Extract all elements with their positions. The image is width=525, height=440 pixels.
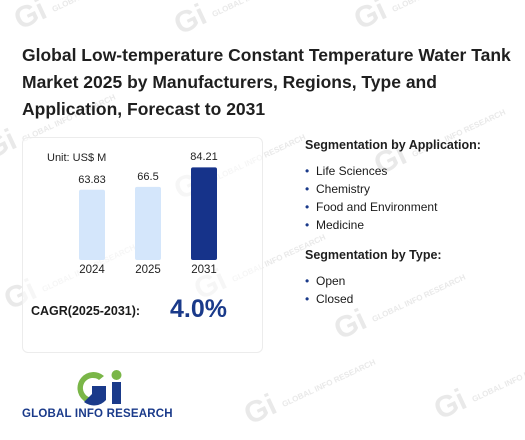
cagr-label: CAGR(2025-2031): — [31, 304, 141, 318]
bar-2024 — [79, 189, 105, 260]
unit-label: Unit: US$ M — [47, 152, 107, 164]
list-item: Closed — [305, 290, 515, 308]
type-segmentation-title: Segmentation by Type: — [305, 248, 442, 262]
watermark-gi-mark: Gi — [429, 383, 472, 426]
watermark-text: GLOBAL INFO RESEARCH — [51, 0, 148, 14]
bar-chart — [79, 167, 217, 260]
bar-2031 — [191, 167, 217, 260]
bar-value-label: 84.21 — [190, 151, 218, 164]
bar-2025 — [135, 186, 161, 260]
watermark-gi-mark: Gi — [349, 0, 392, 36]
list-item: Food and Environment — [305, 198, 515, 216]
type-list: Open Closed — [305, 272, 515, 308]
watermark-gi-mark: Gi — [169, 0, 212, 41]
watermark-gi-mark: Gi — [9, 0, 52, 36]
watermark-text: GLOBAL INFO RESEARCH — [471, 353, 525, 404]
watermark-text: GLOBAL INFO RESEARCH — [211, 0, 308, 19]
bar-category-label: 2025 — [135, 264, 161, 276]
application-segmentation: Segmentation by Application: Life Scienc… — [305, 138, 515, 234]
cagr-value: 4.0% — [170, 295, 227, 323]
application-segmentation-title: Segmentation by Application: — [305, 138, 481, 152]
gi-logo-icon — [77, 370, 122, 406]
page-title: Global Low-temperature Constant Temperat… — [22, 45, 511, 119]
company-logo: GLOBAL INFO RESEARCH — [22, 368, 182, 424]
watermark-text: GLOBAL INFO RESEARCH — [391, 0, 488, 14]
watermark-gi-mark: Gi — [329, 303, 372, 346]
watermark-gi-mark: Gi — [239, 388, 282, 431]
watermark-gi-mark: Gi — [0, 123, 22, 166]
bar-value-label: 66.5 — [137, 170, 159, 183]
watermark-text: GLOBAL INFO RESEARCH — [281, 358, 378, 409]
list-item: Life Sciences — [305, 162, 515, 180]
bar-value-label: 63.83 — [78, 173, 106, 186]
list-item: Medicine — [305, 216, 515, 234]
chart-card: Unit: US$ M 63.83 2024 66.5 2025 84.21 2031 C… — [22, 137, 263, 353]
application-list: Life Sciences Chemistry Food and Environ… — [305, 162, 515, 234]
type-segmentation: Segmentation by Type: Open Closed — [305, 248, 515, 308]
bar-category-label: 2024 — [79, 264, 105, 276]
logo-text: GLOBAL INFO RESEARCH — [22, 408, 173, 420]
list-item: Open — [305, 272, 515, 290]
bar-category-label: 2031 — [191, 264, 217, 276]
list-item: Chemistry — [305, 180, 515, 198]
